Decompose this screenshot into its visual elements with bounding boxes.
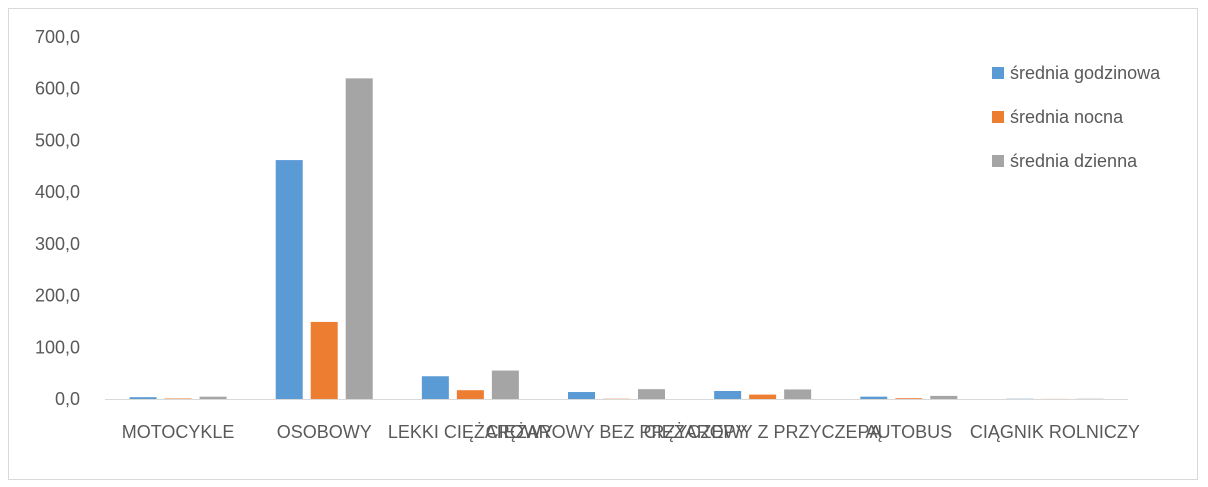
x-axis-labels: MOTOCYKLE OSOBOWY LEKKI CIĘŻAROWYCIĘŻAROWY… [122,422,1140,442]
legend-swatch [992,67,1004,79]
bar-3-4 [638,389,665,399]
bar-1-5 [714,390,742,399]
y-tick-label: 300,0 [35,234,80,254]
bar-2-3 [456,390,484,399]
bar-1-1 [129,397,157,399]
bar-2-5 [749,394,777,399]
bar-3-6 [930,395,958,399]
y-tick-label: 100,0 [35,337,80,357]
x-category-label: AUTOBUS [865,422,952,442]
legend-label: średnia godzinowa [1010,63,1161,83]
legend-label: średnia nocna [1010,107,1124,127]
bar-3-3 [491,370,519,399]
y-tick-label: 700,0 [35,27,80,47]
y-tick-label: 500,0 [35,130,80,150]
bar-1-2 [275,160,303,399]
bar-2-1 [164,398,192,399]
bars [129,78,1104,399]
y-axis-ticks: 0,0 100,0 200,0 300,0 400,0 500,0 600,0 700,0 [35,27,80,409]
legend-swatch [992,111,1004,123]
bar-2-2 [310,321,338,399]
bar-3-2 [345,78,373,399]
bar-1-6 [860,396,888,399]
y-tick-label: 600,0 [35,79,80,99]
y-tick-label: 0,0 [55,389,80,409]
bar-3-1 [199,396,227,399]
y-tick-label: 400,0 [35,182,80,202]
legend: średnia godzinowa średnia nocna średnia dz… [992,63,1161,171]
x-category-label: OSOBOWY [277,422,372,442]
legend-swatch [992,155,1004,167]
x-category-label: CIĄGNIK ROLNICZY [970,422,1140,442]
bar-1-3 [421,376,449,399]
x-category-label: MOTOCYKLE [122,422,235,442]
x-category-label: LEKKI CIĘŻAROWY [388,422,553,442]
legend-label: średnia dzienna [1010,151,1138,171]
bar-1-4 [568,392,595,399]
bar-3-5 [784,389,812,399]
x-category-label: CIĘŻAROWY BEZ PRZYCZEPY [486,422,748,442]
bar-2-6 [895,398,923,399]
y-tick-label: 200,0 [35,286,80,306]
chart-area [8,8,1198,480]
x-category-label: CIĘŻAROWY Z PRZYCZEPĄ [644,422,883,442]
